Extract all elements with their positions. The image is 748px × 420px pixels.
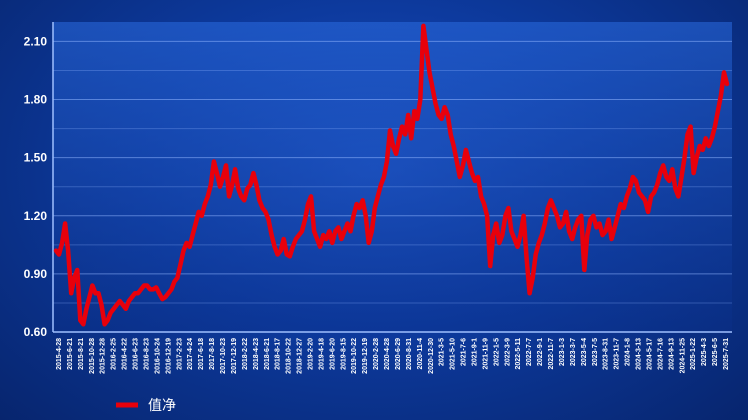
y-tick-labels: 0.60 0.90 1.20 1.50 1.80 2.10 bbox=[24, 34, 48, 339]
x-tick-label: 2023-7-5 bbox=[592, 338, 599, 366]
x-tick-label: 2025-6-5 bbox=[712, 338, 719, 366]
x-tick-label: 2018-8-17 bbox=[275, 338, 282, 370]
x-tick-label: 2019-10-22 bbox=[351, 338, 358, 374]
x-tick-label: 2022-5-11 bbox=[515, 338, 522, 370]
x-tick-label: 2021-9-1 bbox=[472, 338, 479, 366]
x-tick-label: 2017-4-24 bbox=[187, 338, 194, 370]
x-tick-label: 2020-6-29 bbox=[395, 338, 402, 370]
y-tick-label: 0.90 bbox=[24, 267, 48, 281]
x-tick-label: 2022-11-7 bbox=[548, 338, 555, 370]
x-tick-label: 2019-12-19 bbox=[362, 338, 369, 374]
plot-area bbox=[53, 22, 732, 332]
x-tick-label: 2023-3-7 bbox=[570, 338, 577, 366]
grid-lines bbox=[53, 40, 732, 333]
x-tick-label: 2020-4-28 bbox=[384, 338, 391, 370]
x-tick-label: 2016-12-19 bbox=[165, 338, 172, 374]
y-tick-label: 2.10 bbox=[24, 34, 48, 48]
x-tick-label: 2020-8-31 bbox=[406, 338, 413, 370]
x-tick-label: 2020-11-4 bbox=[417, 338, 424, 370]
x-tick-label: 2025-7-31 bbox=[723, 338, 730, 370]
x-tick-label: 2016-6-23 bbox=[133, 338, 140, 370]
x-tick-label: 2015-8-21 bbox=[78, 338, 85, 370]
x-tick-label: 2017-8-18 bbox=[209, 338, 216, 370]
x-tick-label: 2019-2-20 bbox=[307, 338, 314, 370]
x-tick-label: 2017-12-19 bbox=[231, 338, 238, 374]
x-tick-label: 2021-5-10 bbox=[450, 338, 457, 370]
x-tick-label: 2024-7-16 bbox=[657, 338, 664, 370]
x-tick-label: 2017-10-23 bbox=[220, 338, 227, 374]
x-tick-label: 2016-4-22 bbox=[122, 338, 129, 370]
x-tick-label: 2018-12-27 bbox=[297, 338, 304, 374]
x-tick-label: 2016-2-25 bbox=[111, 338, 118, 370]
legend-label: 值净 bbox=[148, 397, 176, 413]
x-tick-label: 2021-3-5 bbox=[439, 338, 446, 366]
x-tick-label: 2022-9-1 bbox=[537, 338, 544, 366]
x-tick-label: 2023-5-4 bbox=[581, 338, 588, 366]
x-tick-label: 2016-10-24 bbox=[154, 338, 161, 374]
x-tick-label: 2025-1-22 bbox=[690, 338, 697, 370]
x-tick-label: 2015-12-28 bbox=[100, 338, 107, 374]
x-tick-label: 2018-6-21 bbox=[264, 338, 271, 370]
x-tick-label: 2022-7-7 bbox=[526, 338, 533, 366]
x-tick-label: 2020-12-30 bbox=[428, 338, 435, 374]
series-line bbox=[53, 23, 730, 327]
y-tick-label: 1.50 bbox=[24, 151, 48, 165]
legend: 值净 bbox=[116, 397, 176, 413]
x-tick-label: 2024-9-13 bbox=[668, 338, 675, 370]
x-tick-label: 2023-1-3 bbox=[559, 338, 566, 366]
x-tick-label: 2017-6-18 bbox=[198, 338, 205, 370]
y-tick-label: 1.20 bbox=[24, 209, 48, 223]
x-tick-label: 2024-3-13 bbox=[636, 338, 643, 370]
x-tick-label: 2025-4-3 bbox=[701, 338, 708, 366]
x-tick-label: 2023-8-31 bbox=[603, 338, 610, 370]
y-tick-label: 0.60 bbox=[24, 325, 48, 339]
x-tick-label: 2024-1-8 bbox=[625, 338, 632, 366]
x-tick-label: 2019-4-18 bbox=[318, 338, 325, 370]
x-tick-label: 2024-5-17 bbox=[646, 338, 653, 370]
x-tick-label: 2019-6-20 bbox=[329, 338, 336, 370]
x-tick-label: 2021-11-9 bbox=[482, 338, 489, 370]
x-tick-label: 2016-8-23 bbox=[143, 338, 150, 370]
y-tick-label: 1.80 bbox=[24, 93, 48, 107]
x-tick-label: 2020-2-28 bbox=[373, 338, 380, 370]
x-tick-label: 2022-1-5 bbox=[493, 338, 500, 366]
x-tick-label: 2015-10-28 bbox=[89, 338, 96, 374]
x-tick-label: 2018-10-22 bbox=[286, 338, 293, 374]
x-tick-label: 2015-4-28 bbox=[56, 338, 63, 370]
x-tick-label: 2021-7-6 bbox=[461, 338, 468, 366]
x-tick-label: 2017-2-23 bbox=[176, 338, 183, 370]
x-tick-label: 2023-11-7 bbox=[614, 338, 621, 370]
x-tick-label: 2019-8-15 bbox=[340, 338, 347, 370]
x-tick-label: 2018-4-23 bbox=[253, 338, 260, 370]
x-tick-labels: 2015-4-28 2015-6-21 2015-8-21 2015-10-28 201… bbox=[56, 338, 730, 374]
series-group bbox=[53, 23, 730, 327]
x-tick-label: 2024-11-25 bbox=[679, 338, 686, 374]
x-tick-label: 2018-2-22 bbox=[242, 338, 249, 370]
x-tick-label: 2015-6-21 bbox=[67, 338, 74, 370]
x-tick-label: 2022-3-9 bbox=[504, 338, 511, 366]
